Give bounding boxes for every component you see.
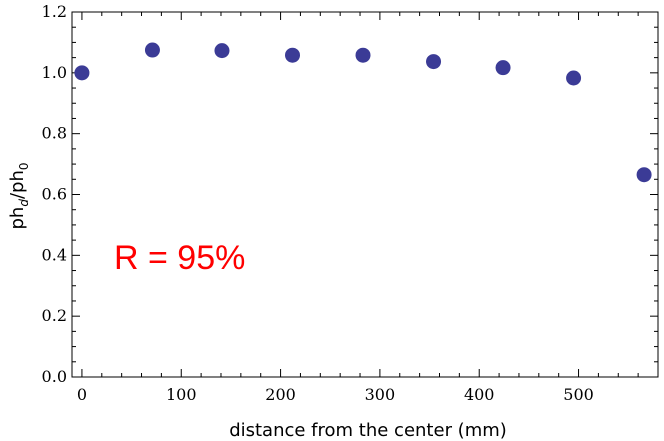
x-tick-label: 100: [166, 385, 197, 404]
y-tick-label: 0.6: [42, 185, 67, 204]
annotation-text: R = 95%: [114, 239, 245, 277]
plot-frame: [71, 11, 659, 378]
y-tick-label: 0.4: [42, 245, 67, 264]
data-point: [495, 60, 511, 76]
y-axis-label: phd/ph0: [7, 162, 31, 229]
y-axis-label-base1: ph: [7, 207, 28, 230]
data-point: [74, 65, 90, 81]
x-tick-label: 300: [365, 385, 396, 404]
y-tick-label: 1.2: [42, 2, 67, 21]
data-point: [214, 43, 230, 59]
data-point: [566, 70, 582, 86]
data-point: [355, 47, 371, 63]
y-axis-label-sub1: d: [17, 199, 31, 207]
x-tick-label: 200: [265, 385, 296, 404]
x-tick-label: 0: [77, 385, 87, 404]
axis-ticks: [72, 11, 658, 378]
data-points: [74, 42, 652, 183]
y-axis-label-slash: /: [7, 192, 28, 199]
x-tick-label: 500: [563, 385, 594, 404]
data-point: [636, 167, 652, 183]
data-point: [144, 42, 160, 58]
y-axis-label-base2: ph: [7, 170, 28, 193]
y-tick-label: 1.0: [42, 63, 67, 82]
x-tick-label: 400: [464, 385, 495, 404]
y-axis-label-sub2: 0: [17, 162, 31, 170]
x-axis-label: distance from the center (mm): [229, 420, 507, 441]
y-tick-label: 0.0: [42, 367, 67, 386]
y-tick-label: 0.2: [42, 306, 67, 325]
data-point: [284, 47, 300, 63]
data-point: [426, 54, 442, 70]
axis-tick-labels: 0 100 200 300 400 500 0.0 0.2 0.4 0.6 0.8 1.0 1.2: [42, 2, 594, 404]
y-tick-label: 0.8: [42, 124, 67, 143]
